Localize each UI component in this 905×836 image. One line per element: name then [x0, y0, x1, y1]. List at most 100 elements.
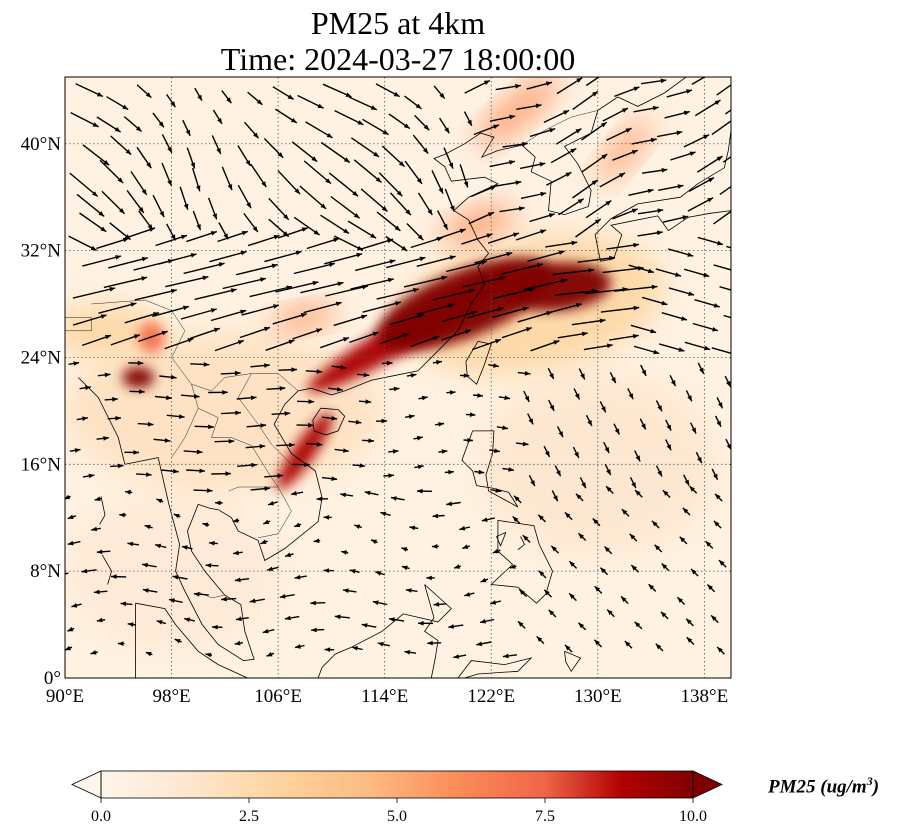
wind-arrow: [401, 565, 410, 571]
wind-arrow: [348, 96, 378, 111]
wind-arrow: [291, 141, 318, 163]
wind-arrow: [300, 281, 344, 294]
wind-arrow: [271, 411, 291, 416]
wind-arrow: [136, 84, 152, 99]
wind-arrow: [545, 240, 578, 248]
pm25-plume: [65, 491, 279, 652]
wind-arrow: [669, 374, 677, 387]
wind-arrow: [158, 253, 197, 265]
wind-arrow: [328, 387, 343, 392]
wind-arrow: [520, 191, 547, 200]
wind-arrow: [436, 210, 449, 231]
y-tick-label: 8°N: [30, 561, 61, 582]
wind-arrow: [502, 141, 528, 148]
wind-arrow: [349, 569, 360, 574]
wind-arrow: [684, 341, 711, 351]
wind-arrow: [439, 117, 450, 134]
wind-arrow: [341, 550, 349, 555]
wind-arrow: [629, 533, 638, 542]
wind-arrow: [194, 288, 237, 301]
wind-arrow: [212, 109, 223, 125]
wind-arrow: [409, 525, 419, 531]
wind-arrow: [568, 560, 578, 569]
wind-arrow: [719, 185, 731, 195]
wind-arrow: [328, 172, 359, 197]
wind-arrow: [91, 526, 101, 532]
wind-arrow: [462, 544, 471, 550]
wind-arrow: [245, 444, 266, 449]
wind-arrow: [192, 210, 202, 231]
wind-arrow: [237, 462, 257, 468]
wind-arrow: [697, 236, 724, 246]
wind-arrow: [372, 600, 388, 606]
wind-arrow: [134, 288, 177, 301]
wind-arrow: [467, 307, 504, 319]
wind-arrow: [234, 640, 244, 646]
wind-arrow: [180, 393, 200, 399]
wind-arrow: [246, 423, 267, 428]
wind-arrow: [515, 229, 547, 241]
wind-arrow: [81, 334, 112, 347]
wind-arrow: [602, 107, 629, 122]
wind-arrow: [65, 645, 73, 651]
wind-arrow: [250, 363, 270, 368]
wind-arrow: [278, 367, 298, 373]
wind-arrow: [362, 301, 402, 313]
wind-arrow: [719, 286, 731, 291]
wind-arrow: [81, 568, 97, 574]
wind-arrow: [661, 312, 688, 321]
wind-arrow: [517, 620, 526, 629]
wind-arrow: [174, 638, 182, 644]
wind-arrow: [241, 304, 280, 316]
wind-arrow: [306, 237, 340, 250]
wind-arrow: [714, 493, 723, 502]
wind-arrow: [555, 128, 582, 145]
wind-arrow: [492, 548, 501, 554]
colorbar-extend-min: [71, 770, 102, 799]
wind-arrow: [82, 473, 95, 479]
wind-arrow: [292, 328, 323, 340]
wind-arrow: [490, 488, 502, 493]
wind-arrow: [501, 327, 533, 339]
wind-arrow: [353, 159, 382, 183]
wind-arrow: [498, 395, 511, 400]
wind-arrow: [321, 416, 338, 421]
wind-arrow: [550, 147, 577, 164]
wind-arrow: [683, 134, 710, 148]
wind-arrow: [434, 422, 445, 427]
wind-arrow: [417, 192, 433, 216]
wind-arrow: [221, 596, 237, 602]
wind-arrow: [575, 493, 584, 502]
wind-arrow: [378, 172, 403, 197]
wind-arrow: [572, 446, 580, 459]
wind-arrow: [651, 520, 660, 529]
wind-arrow: [512, 515, 521, 525]
wind-arrow: [519, 162, 546, 170]
wind-arrow: [108, 256, 148, 269]
wind-arrow: [75, 83, 104, 98]
wind-arrow: [633, 345, 660, 355]
wind-arrow: [414, 464, 424, 470]
wind-arrow: [695, 451, 703, 464]
wind-arrow: [538, 570, 547, 579]
wind-arrow: [686, 636, 695, 645]
wind-arrow: [275, 108, 298, 124]
wind-arrow: [659, 343, 685, 352]
wind-arrow: [107, 416, 122, 421]
wind-arrow: [208, 541, 218, 546]
wind-arrow: [208, 390, 228, 395]
wind-arrow: [599, 172, 626, 188]
wind-arrow: [320, 141, 351, 164]
wind-arrow: [376, 211, 401, 232]
wind-arrow: [665, 439, 672, 451]
wind-arrow: [431, 544, 439, 549]
map-frame: [64, 76, 732, 679]
wind-arrow: [293, 216, 321, 236]
wind-arrow: [65, 572, 69, 575]
wind-arrow: [186, 230, 218, 243]
wind-arrow: [353, 524, 363, 529]
wind-arrow: [527, 413, 534, 425]
wind-arrow: [267, 501, 278, 506]
wind-arrow: [406, 223, 424, 241]
wind-arrow: [82, 144, 110, 166]
